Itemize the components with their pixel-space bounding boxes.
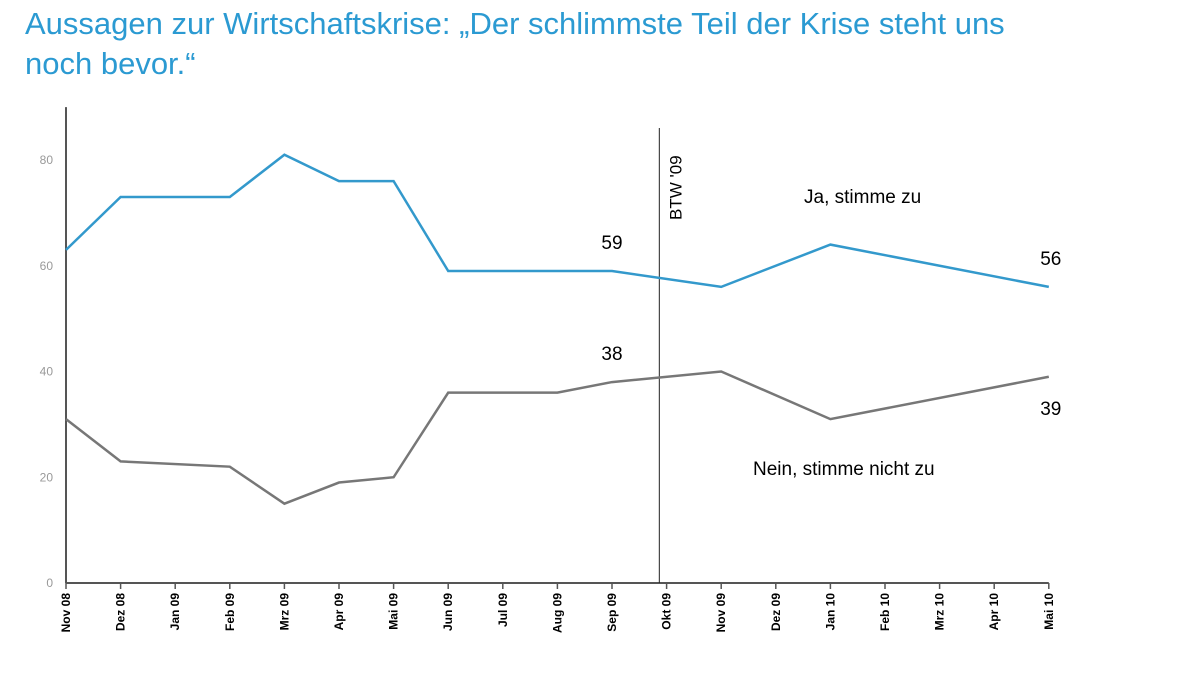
data-label: 38 <box>601 344 622 365</box>
x-tick-label: Apr 10 <box>987 593 1001 631</box>
x-tick-label: Dez 09 <box>769 593 783 631</box>
x-tick-label: Mai 10 <box>1042 593 1056 630</box>
x-tick-label: Mrz 10 <box>933 593 947 631</box>
data-label: 59 <box>601 233 622 254</box>
x-tick-label: Jan 09 <box>168 593 182 631</box>
y-tick-label: 40 <box>40 365 54 379</box>
x-tick-label: Mrz 09 <box>277 593 291 631</box>
x-tick-label: Nov 08 <box>59 593 73 633</box>
y-tick-label: 0 <box>46 576 53 590</box>
x-tick-label: Apr 09 <box>332 593 346 631</box>
btw-marker-label: BTW '09 <box>666 155 685 220</box>
x-tick-label: Feb 10 <box>878 593 892 631</box>
x-tick-label: Feb 09 <box>223 593 237 631</box>
series-line-ja <box>65 153 1050 289</box>
legend-label-ja: Ja, stimme zu <box>804 187 921 208</box>
chart-title: Aussagen zur Wirtschaftskrise: „Der schl… <box>25 6 1005 81</box>
y-tick-label: 20 <box>40 470 54 484</box>
x-tick-label: Aug 09 <box>550 593 564 633</box>
x-tick-label: Okt 09 <box>660 593 674 630</box>
x-tick-label: Dez 08 <box>114 593 128 631</box>
x-tick-label: Nov 09 <box>714 593 728 633</box>
x-tick-label: Sep 09 <box>605 593 619 632</box>
data-label: 39 <box>1040 399 1061 420</box>
y-tick-label: 80 <box>40 153 54 167</box>
x-tick-label: Jul 09 <box>496 593 510 627</box>
x-tick-label: Jan 10 <box>823 593 837 631</box>
legend-label-nein: Nein, stimme nicht zu <box>753 459 935 480</box>
data-label: 56 <box>1040 249 1061 270</box>
x-tick-label: Jun 09 <box>441 593 455 631</box>
series-line-nein <box>65 370 1050 506</box>
x-tick-label: Mai 09 <box>387 593 401 630</box>
y-tick-label: 60 <box>40 259 54 273</box>
